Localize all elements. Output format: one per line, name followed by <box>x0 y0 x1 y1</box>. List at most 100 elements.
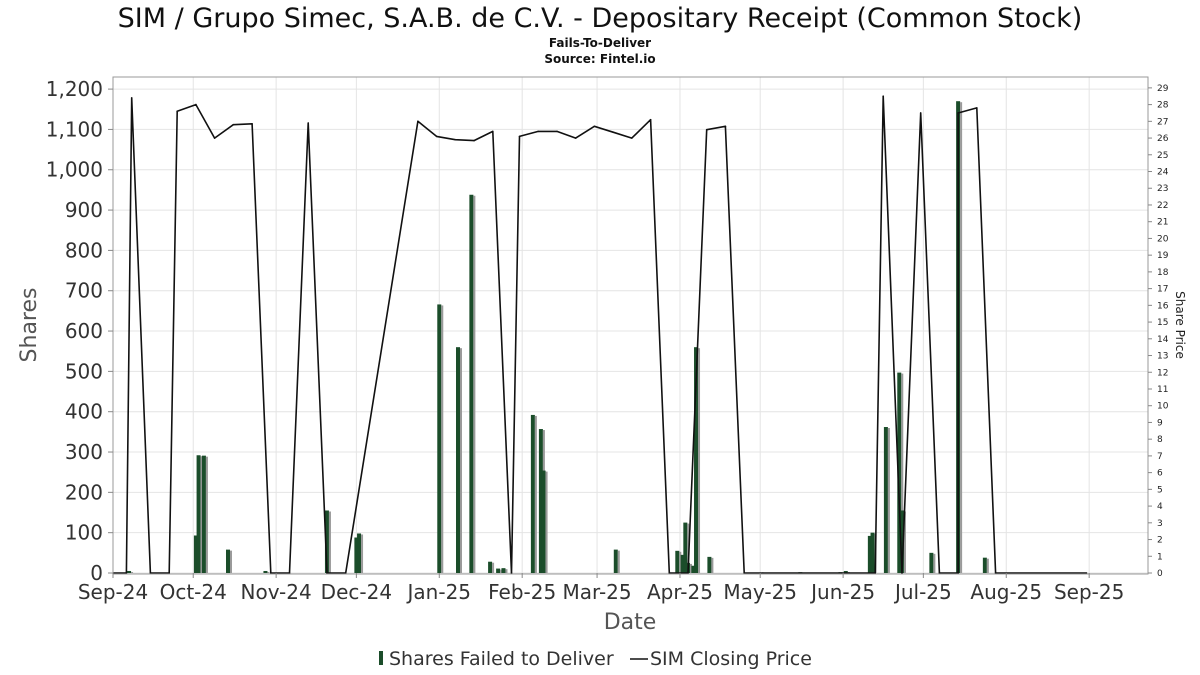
y-axis-ticks: 0 100 200 300 400 500 600 700 800 900 1,000 1,100 1,… <box>46 77 113 585</box>
y-tick-label: 800 <box>65 238 103 262</box>
y-tick-label: 600 <box>65 319 103 343</box>
price-point <box>762 572 764 574</box>
y2-tick-label: 6 <box>1157 469 1163 479</box>
y2-tick-label: 12 <box>1157 368 1168 378</box>
price-point <box>976 107 978 109</box>
bar-front <box>201 455 206 573</box>
bar-shade <box>361 534 364 573</box>
bar-shade <box>267 571 270 573</box>
price-point <box>251 123 253 125</box>
y2-tick-label: 5 <box>1157 485 1163 495</box>
bar-shade <box>986 558 989 573</box>
price-point <box>687 572 689 574</box>
price-point <box>957 572 959 574</box>
price-point <box>994 572 997 574</box>
bar-shade <box>328 511 331 573</box>
legend-bar-swatch <box>379 651 383 665</box>
bar-shade <box>690 563 692 573</box>
bar-front <box>541 470 546 573</box>
y-tick-label: 400 <box>65 400 103 424</box>
bar-shade <box>887 428 890 573</box>
bar-shade <box>441 305 444 573</box>
y2-tick-label: 18 <box>1157 268 1169 278</box>
fails-bar <box>929 552 936 573</box>
bar-front <box>357 533 362 573</box>
y-tick-label: 100 <box>65 521 103 545</box>
bar-front <box>324 510 329 573</box>
price-point <box>491 130 494 133</box>
chart-source: Source: Fintel.io <box>544 52 655 66</box>
y2-tick-label: 20 <box>1157 234 1169 244</box>
price-point <box>232 123 235 126</box>
bar-shade <box>903 511 906 573</box>
y2-tick-label: 7 <box>1157 452 1163 462</box>
y2-tick-label: 8 <box>1157 435 1163 445</box>
x-tick-label: Sep-24 <box>78 580 148 604</box>
bar-front <box>691 565 696 573</box>
bar-front <box>469 194 474 574</box>
bar-front <box>707 556 712 573</box>
y2-tick-label: 23 <box>1157 184 1168 194</box>
fails-bar <box>956 101 963 573</box>
price-point <box>473 139 475 142</box>
legend: Shares Failed to Deliver SIM Closing Pri… <box>379 648 812 670</box>
plot-frame <box>112 76 1149 575</box>
bar-front <box>530 414 535 573</box>
price-point <box>269 572 272 574</box>
price-point <box>344 572 347 574</box>
y2-tick-label: 0 <box>1157 569 1163 579</box>
fails-bar <box>899 510 906 573</box>
x-axis-label: Date <box>604 610 657 635</box>
bar-front <box>437 304 442 573</box>
plot-area <box>113 77 1148 574</box>
y2-axis-label: Share Price <box>1173 291 1187 359</box>
price-point <box>537 130 540 133</box>
fails-bar <box>675 550 682 573</box>
bar-front <box>613 549 618 573</box>
price-point <box>612 131 614 134</box>
bar-front <box>488 561 493 573</box>
x-tick-label: Jan-25 <box>406 580 472 604</box>
bar-shade <box>460 348 462 573</box>
price-point <box>957 112 959 114</box>
price-point <box>882 95 885 98</box>
legend-line-label: SIM Closing Price <box>650 648 812 670</box>
price-point <box>1085 572 1088 574</box>
fails-bar <box>501 568 508 573</box>
bar-front <box>354 537 359 573</box>
bar-shade <box>131 571 134 573</box>
y2-tick-label: 13 <box>1157 352 1168 362</box>
bar-front <box>683 522 688 573</box>
x-tick-label: Dec-24 <box>321 580 392 604</box>
bar-front <box>226 549 230 573</box>
y2-tick-label: 19 <box>1157 251 1169 261</box>
grid-lines <box>112 77 1148 574</box>
bar-front <box>680 554 685 573</box>
price-point <box>901 572 903 574</box>
bar-front <box>843 570 848 573</box>
y2-tick-label: 14 <box>1157 335 1169 345</box>
y2-tick-label: 21 <box>1157 218 1168 228</box>
chart-subtitle: Fails-To-Deliver <box>549 36 651 50</box>
bar-front <box>867 535 872 573</box>
x-tick-label: Apr-25 <box>647 580 713 604</box>
price-point <box>518 135 521 138</box>
y2-tick-label: 1 <box>1157 552 1163 562</box>
x-tick-label: Mar-25 <box>563 580 632 604</box>
bar-front <box>899 510 904 573</box>
bar-front <box>538 429 543 573</box>
fails-bar <box>707 556 714 573</box>
price-point <box>874 572 877 574</box>
fails-bar <box>488 561 495 573</box>
price-point <box>213 137 216 139</box>
y-tick-label: 300 <box>65 440 103 464</box>
price-point <box>288 572 291 574</box>
fails-bar <box>530 414 537 573</box>
fails-bar <box>226 549 232 573</box>
fails-bar <box>541 470 548 573</box>
chart-title: SIM / Grupo Simec, S.A.B. de C.V. - Depo… <box>118 3 1083 34</box>
y2-tick-label: 11 <box>1157 385 1168 395</box>
fails-bar <box>127 570 134 573</box>
y2-tick-label: 9 <box>1157 418 1163 428</box>
fails-bar <box>263 570 270 573</box>
